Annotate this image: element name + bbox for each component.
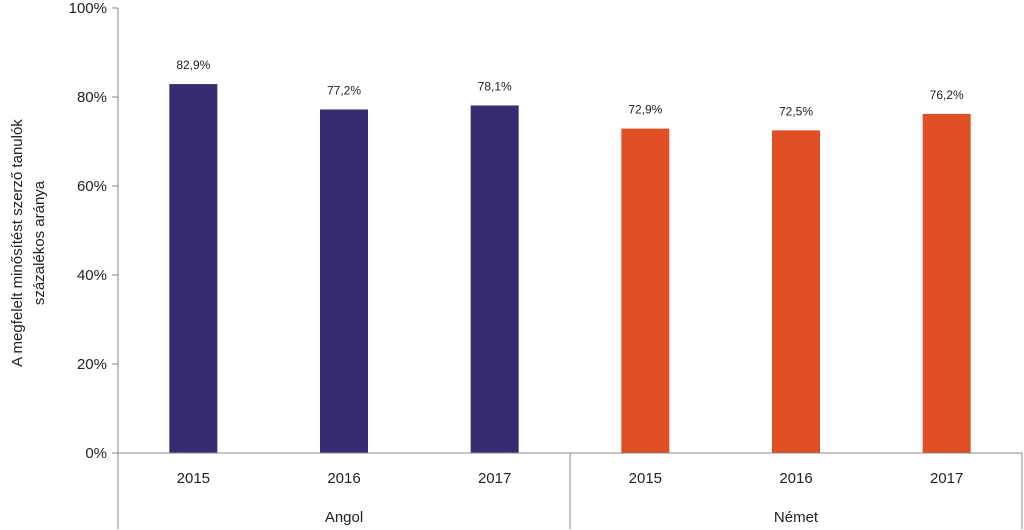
- bar-value-label: 76,2%: [930, 88, 964, 102]
- group-label: Német: [774, 509, 819, 526]
- axis-frame: [117, 8, 1023, 529]
- y-tick-label: 80%: [77, 89, 107, 106]
- x-tick-label: 2016: [327, 470, 360, 487]
- y-axis-title: A megfelelt minősítést szerző tanulók sz…: [9, 119, 48, 367]
- bar-value-label: 77,2%: [327, 83, 361, 97]
- y-axis-title-line-1: A megfelelt minősítést szerző tanulók: [9, 119, 26, 367]
- bars: 82,9% 77,2% 78,1% 72,9% 72,5% 76,2%: [169, 58, 971, 454]
- bar-value-label: 72,5%: [779, 104, 813, 118]
- bar-value-label: 72,9%: [628, 103, 662, 117]
- y-tick-label: 20%: [77, 356, 107, 373]
- y-tick-label: 0%: [85, 445, 107, 462]
- bar-német-2017: [922, 113, 971, 453]
- bar-value-label: 82,9%: [176, 58, 210, 72]
- y-axis-title-line-2: százalékos aránya: [31, 180, 48, 305]
- bar-német-2015: [621, 128, 670, 453]
- bar-angol-2017: [470, 105, 519, 453]
- x-tick-label: 2015: [177, 470, 210, 487]
- bar-value-label: 78,1%: [478, 79, 512, 93]
- x-tick-label: 2017: [478, 470, 511, 487]
- bar-német-2016: [772, 130, 820, 453]
- x-axis: 2015 2016 2017 Angol 2015 2016 2017 Német: [177, 470, 964, 526]
- x-tick-label: 2017: [930, 470, 963, 487]
- y-tick-label: 40%: [77, 267, 107, 284]
- bar-angol-2015: [169, 84, 218, 453]
- y-tick-label: 60%: [77, 178, 107, 195]
- x-tick-label: 2015: [629, 470, 662, 487]
- y-tick-label: 100%: [69, 0, 107, 17]
- group-label: Angol: [325, 509, 363, 526]
- y-axis: 0% 20% 40% 60% 80% 100%: [69, 0, 118, 462]
- bar-angol-2016: [320, 109, 368, 454]
- x-tick-label: 2016: [779, 470, 812, 487]
